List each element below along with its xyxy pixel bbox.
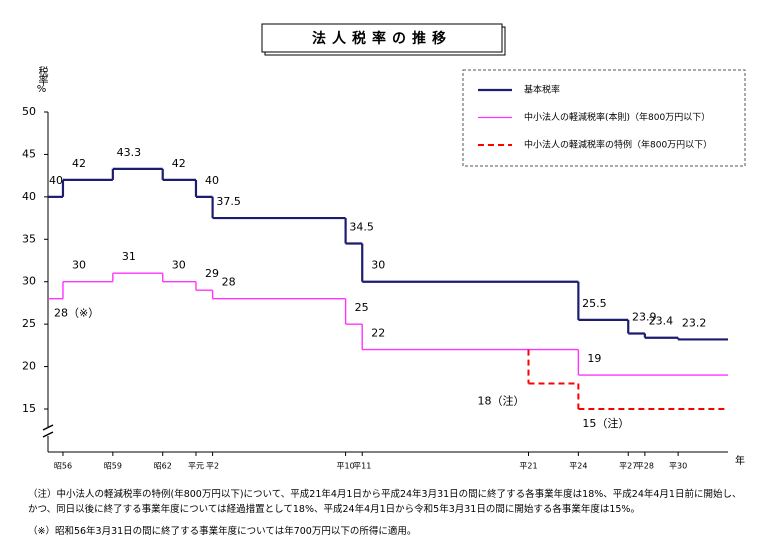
x-tick-label: 昭62 [154,462,172,471]
y-tick-label: 20 [22,360,36,373]
x-tick-label: 平21 [519,462,537,471]
data-label: 34.5 [349,221,374,234]
y-tick-label: 50 [22,105,36,118]
data-label: 40 [205,174,219,187]
data-label: 25 [355,301,369,314]
chart-title: 法人税率の推移 [312,30,452,47]
x-tick-label: 昭59 [104,462,122,471]
data-label: 28 [222,276,236,289]
x-tick-label: 昭56 [54,462,72,471]
data-label: 19 [587,352,601,365]
x-tick-label: 平元 [188,462,204,471]
data-label: 42 [72,157,86,170]
data-label: 30 [172,259,186,272]
x-tick-label: 平28 [636,462,654,471]
y-tick-label: 25 [22,317,36,330]
y-axis-label: 税率% [36,66,47,94]
data-label: 31 [122,250,136,263]
y-tick-label: 30 [22,275,36,288]
axis-break [42,424,54,438]
data-label: 42 [172,157,186,170]
x-tick-label: 平30 [669,462,687,471]
x-tick-label: 平27 [619,462,637,471]
data-label: 23.2 [682,316,707,329]
data-label: 15（注） [582,416,629,430]
title-box [261,23,503,53]
data-label: 43.3 [117,146,142,159]
legend-box [462,69,746,167]
x-tick-label: 平10 [337,462,355,471]
data-label: 23.9 [632,310,657,323]
data-label: 37.5 [216,195,241,208]
data-label: 23.4 [649,315,674,328]
x-tick-label: 平11 [353,462,371,471]
legend-label: 中小法人の軽減税率の特例（年800万円以下） [524,139,712,151]
data-label: 30 [371,259,385,272]
data-label: 22 [371,327,385,340]
y-tick-label: 15 [22,402,36,415]
y-tick-label: 40 [22,190,36,203]
data-label: 18（注） [477,394,524,408]
x-tick-label: 平2 [206,462,219,471]
data-label: 29 [205,267,219,280]
data-label: 40 [49,174,63,187]
y-tick-label: 45 [22,147,36,160]
x-axis-label: 年 [735,454,745,467]
footnote: （注）中小法人の軽減税率の特例(年800万円以下)について、平成21年4月1日か… [28,489,742,515]
data-label: 30 [72,259,86,272]
data-label: 28（※） [54,307,99,320]
legend-label: 基本税率 [524,84,560,96]
y-tick-label: 35 [22,232,36,245]
footnote: （※）昭和56年3月31日の間に終了する事業年度については年700万円以下の所得… [28,526,417,537]
legend-label: 中小法人の軽減税率(本則)（年800万円以下） [524,111,710,123]
x-tick-label: 平24 [569,462,587,471]
data-label: 25.5 [582,297,607,310]
